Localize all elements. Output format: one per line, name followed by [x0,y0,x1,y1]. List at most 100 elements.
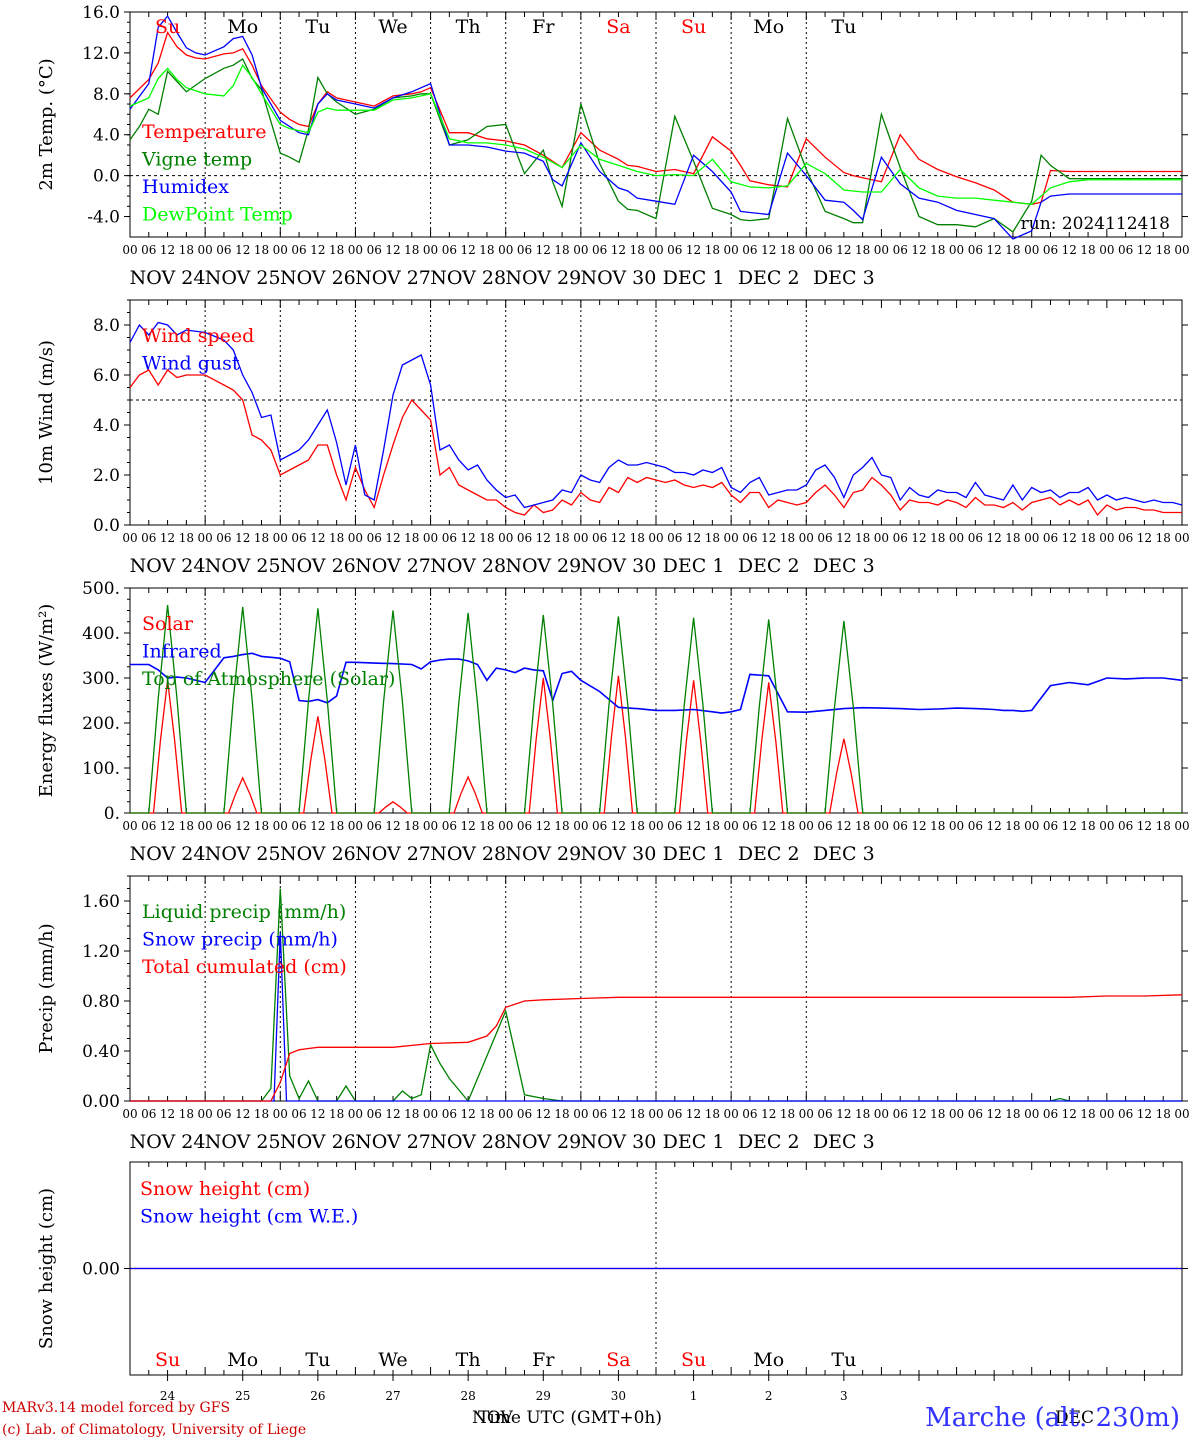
hour-label: 12 [987,1107,1002,1121]
legend-entry: Vigne temp [141,149,252,171]
hour-label: 00 [648,243,663,257]
hour-label: 00 [198,243,213,257]
y-tick-label: 1.60 [82,892,120,912]
hour-label: 06 [216,819,231,833]
hour-label: 06 [517,1107,532,1121]
hour-label: 00 [273,531,288,545]
legend-entry: Infrared [142,641,222,663]
hour-label: 06 [291,243,306,257]
y-tick-label: 300. [82,669,120,689]
weekday-label-top: Tu [305,16,330,38]
hour-label: 18 [179,531,194,545]
hour-label: 12 [461,531,476,545]
panel-4: 1.60 1.20 0.80 0.40 0.00 Precip (mm/h) Liquid … [36,875,1190,1153]
day-number-label: 3 [840,1389,848,1403]
hour-label: 06 [742,531,757,545]
hour-label: 00 [724,531,739,545]
weekday-label-bottom: Su [681,1349,706,1371]
date-label: DEC 1 [663,267,725,289]
date-label: NOV 28 [430,843,506,865]
hour-label: 18 [1005,1107,1020,1121]
legend-entry: Snow precip (mm/h) [142,929,338,951]
hour-label: 00 [122,531,137,545]
date-label: NOV 30 [581,555,657,577]
hour-label: 12 [160,1107,175,1121]
hour-label: 00 [348,1107,363,1121]
weekday-label-bottom: Tu [831,1349,856,1371]
hour-label: 00 [273,1107,288,1121]
hour-label: 12 [836,531,851,545]
hour-label: 18 [930,1107,945,1121]
hour-label: 00 [273,243,288,257]
hour-label: 00 [724,819,739,833]
hour-label: 06 [216,1107,231,1121]
weekday-label-top: We [378,16,407,38]
date-label: DEC 1 [663,1131,725,1153]
hour-label: 12 [536,1107,551,1121]
hour-label: 06 [968,1107,983,1121]
y-tick-label: 0.80 [82,992,120,1012]
day-number-label: 25 [235,1389,250,1403]
day-number-label: 30 [611,1389,626,1403]
hour-label: 12 [1062,819,1077,833]
y-tick-label: 0.40 [82,1042,120,1062]
hour-label: 12 [911,531,926,545]
hour-label: 06 [742,819,757,833]
date-label: NOV 29 [505,843,581,865]
hour-label: 18 [1005,819,1020,833]
hour-label: 00 [423,243,438,257]
hour-label: 06 [1118,1107,1133,1121]
hour-label: 06 [592,1107,607,1121]
y-tick-label: 1.20 [82,942,120,962]
date-label: NOV 25 [205,843,281,865]
date-label: NOV 26 [280,267,356,289]
x-axis-label: Time UTC (GMT+0h) [478,1408,662,1428]
hour-label: 06 [817,531,832,545]
hour-label: 06 [216,531,231,545]
hour-label: 18 [1080,243,1095,257]
hour-label: 00 [498,531,513,545]
date-label: NOV 24 [130,267,206,289]
weekday-label-bottom: Mo [227,1349,258,1371]
date-label: NOV 24 [130,555,206,577]
hour-label: 00 [874,819,889,833]
date-label: DEC 2 [738,267,800,289]
hour-label: 18 [254,531,269,545]
date-label: DEC 2 [738,1131,800,1153]
hour-label: 12 [385,243,400,257]
day-number-label: 1 [690,1389,698,1403]
hour-label: 06 [968,819,983,833]
day-number-label: 28 [461,1389,476,1403]
hour-label: 18 [1156,531,1171,545]
y-tick-label: 0. [104,804,120,824]
hour-label: 06 [817,1107,832,1121]
hour-label: 00 [874,531,889,545]
hour-label: 18 [254,243,269,257]
hour-label: 12 [160,531,175,545]
hour-label: 00 [648,531,663,545]
hour-label: 00 [1099,819,1114,833]
hour-label: 12 [235,243,250,257]
hour-label: 06 [667,531,682,545]
hour-label: 00 [799,819,814,833]
y-tick-label: 12.0 [82,44,120,64]
hour-label: 00 [348,243,363,257]
hour-label: 06 [667,243,682,257]
hour-label: 18 [479,243,494,257]
y-tick-label: 6.0 [93,366,120,386]
hour-label: 18 [1080,531,1095,545]
date-label: DEC 3 [813,555,875,577]
hour-label: 18 [630,243,645,257]
date-label: NOV 29 [505,1131,581,1153]
hour-label: 18 [855,1107,870,1121]
month-overlay-dec: DEC [1055,1408,1094,1428]
date-label: NOV 28 [430,1131,506,1153]
hour-label: 12 [385,531,400,545]
hour-label: 18 [329,243,344,257]
hour-label: 06 [442,243,457,257]
series-line [129,14,1182,240]
hour-label: 06 [442,531,457,545]
legend-entry: Humidex [142,176,229,198]
hour-label: 18 [930,819,945,833]
hour-label: 18 [479,1107,494,1121]
